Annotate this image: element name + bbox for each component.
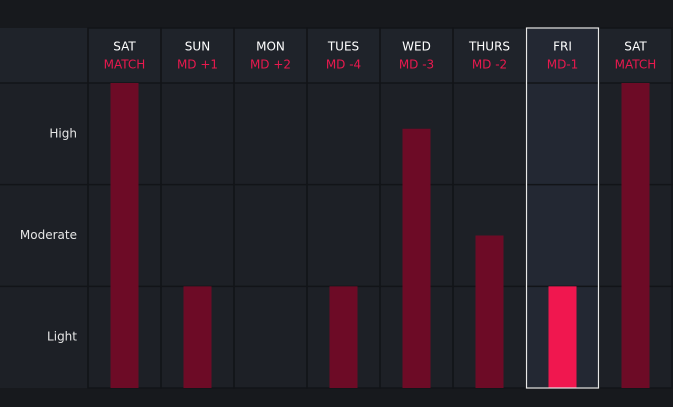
y-tick-label: Light xyxy=(47,330,77,344)
y-tick-label: Moderate xyxy=(20,228,77,242)
highlight-frame xyxy=(525,27,600,389)
x-tick-label: THURS xyxy=(468,40,510,54)
bar xyxy=(183,286,212,388)
x-tick-sublabel: MD -4 xyxy=(326,58,361,72)
x-tick-label: TUES xyxy=(327,40,359,54)
x-tick-sublabel: MATCH xyxy=(615,58,657,72)
bar xyxy=(329,286,358,388)
x-tick-sublabel: MD +2 xyxy=(250,58,291,72)
x-tick-sublabel: MD-1 xyxy=(547,58,579,72)
x-tick-sublabel: MD -2 xyxy=(472,58,507,72)
x-tick-label: SAT xyxy=(113,40,136,54)
bar xyxy=(475,235,504,388)
x-tick-label: WED xyxy=(402,40,431,54)
x-tick-label: MON xyxy=(256,40,285,54)
x-tick-sublabel: MATCH xyxy=(104,58,146,72)
y-tick-label: High xyxy=(49,126,77,140)
x-tick-sublabel: MD +1 xyxy=(177,58,218,72)
x-tick-label: SAT xyxy=(624,40,647,54)
x-tick-label: SUN xyxy=(185,40,210,54)
bar xyxy=(548,286,577,388)
x-tick-label: FRI xyxy=(553,40,572,54)
bar xyxy=(402,128,431,388)
x-tick-sublabel: MD -3 xyxy=(399,58,434,72)
bar xyxy=(621,83,650,388)
bar xyxy=(110,83,139,388)
